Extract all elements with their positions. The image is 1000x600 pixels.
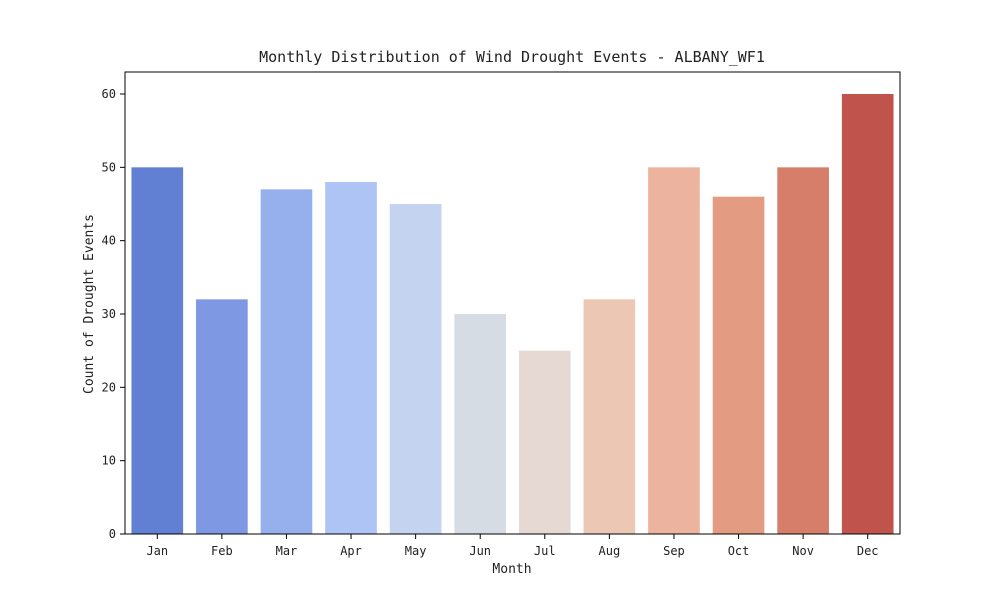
bar-nov [777,167,829,535]
bar-jul [518,350,571,534]
bar-jan [131,167,184,535]
bar-sep [648,167,700,535]
x-tick-label-dec: Dec [857,544,879,558]
y-tick-label-20: 20 [102,380,116,394]
y-tick-label-0: 0 [109,527,116,541]
x-axis-label: Month [492,562,531,577]
bar-mar [260,189,313,535]
plot-frame [124,71,901,535]
x-tick-label-aug: Aug [599,544,621,558]
x-tick-label-mar: Mar [276,544,298,558]
x-tick-label-jun: Jun [469,544,491,558]
x-tick-label-oct: Oct [728,544,750,558]
bar-aug [583,299,636,534]
bar-may [389,204,442,534]
bar-jun [454,314,507,534]
chart-title: Monthly Distribution of Wind Drought Eve… [259,48,765,66]
bar-feb [196,299,248,534]
y-axis-label: Count of Drought Events [82,214,97,394]
x-axis: Jan Feb Mar Apr May Jun Jul Aug Sep Oct Nov Dec [146,534,879,558]
x-tick-label-jan: Jan [146,544,168,558]
bar-dec [841,94,894,534]
x-tick-label-jul: Jul [534,544,556,558]
x-tick-label-nov: Nov [792,544,814,558]
x-tick-label-feb: Feb [211,544,233,558]
bar-oct [712,196,765,534]
y-tick-label-50: 50 [102,160,116,174]
y-axis: 0 10 20 30 40 50 60 [102,87,125,541]
bars-group [131,94,894,535]
y-tick-label-10: 10 [102,454,116,468]
x-tick-label-sep: Sep [663,544,685,558]
x-tick-label-apr: Apr [340,544,362,558]
bar-apr [325,182,377,534]
x-tick-label-may: May [405,544,427,558]
y-tick-label-30: 30 [102,307,116,321]
y-tick-label-40: 40 [102,234,116,248]
y-tick-label-60: 60 [102,87,116,101]
